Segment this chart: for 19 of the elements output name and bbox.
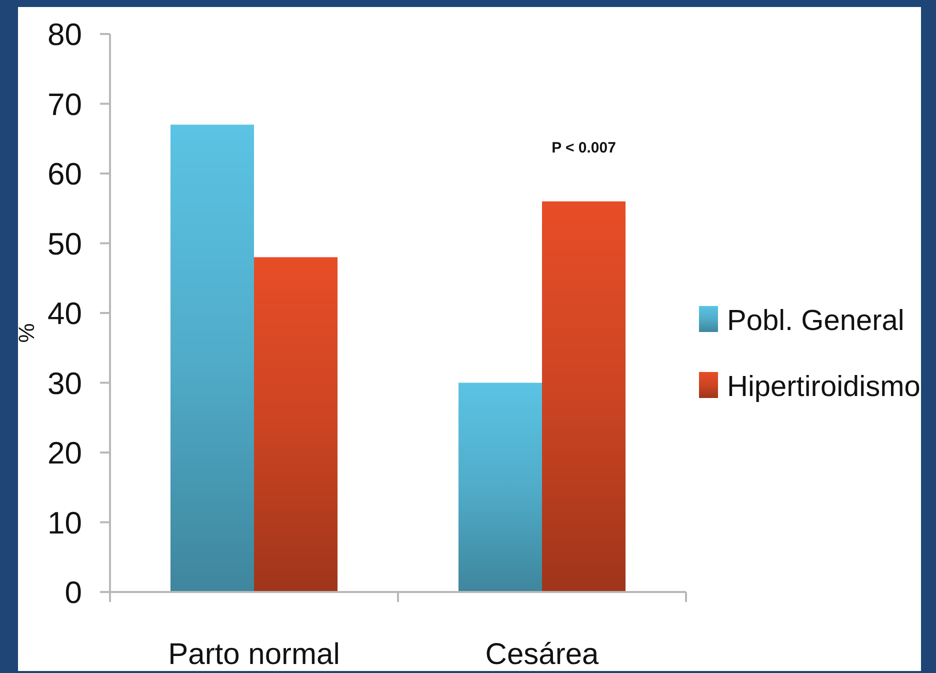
y-tick-label: 60 xyxy=(48,156,82,192)
y-tick-label: 20 xyxy=(48,436,82,471)
y-axis-title: % xyxy=(14,323,39,343)
y-tick-label: 30 xyxy=(48,366,82,401)
bar xyxy=(170,124,254,592)
x-tick-label: Parto normal xyxy=(168,638,340,671)
bar xyxy=(254,257,338,592)
y-tick-label: 50 xyxy=(48,226,82,262)
y-tick-label: 80 xyxy=(48,17,82,52)
annotation: P < 0.007 xyxy=(552,139,616,156)
y-tick-label: 40 xyxy=(48,296,82,332)
bar xyxy=(458,382,542,592)
legend-label: Hipertiroidismo xyxy=(727,371,920,403)
y-tick-label: 0 xyxy=(64,575,82,610)
x-tick-label: Cesárea xyxy=(485,638,600,671)
y-tick-label: 70 xyxy=(48,86,82,122)
y-tick-label: 10 xyxy=(48,505,82,540)
legend-label: Pobl. General xyxy=(727,305,904,337)
bar xyxy=(542,201,626,592)
